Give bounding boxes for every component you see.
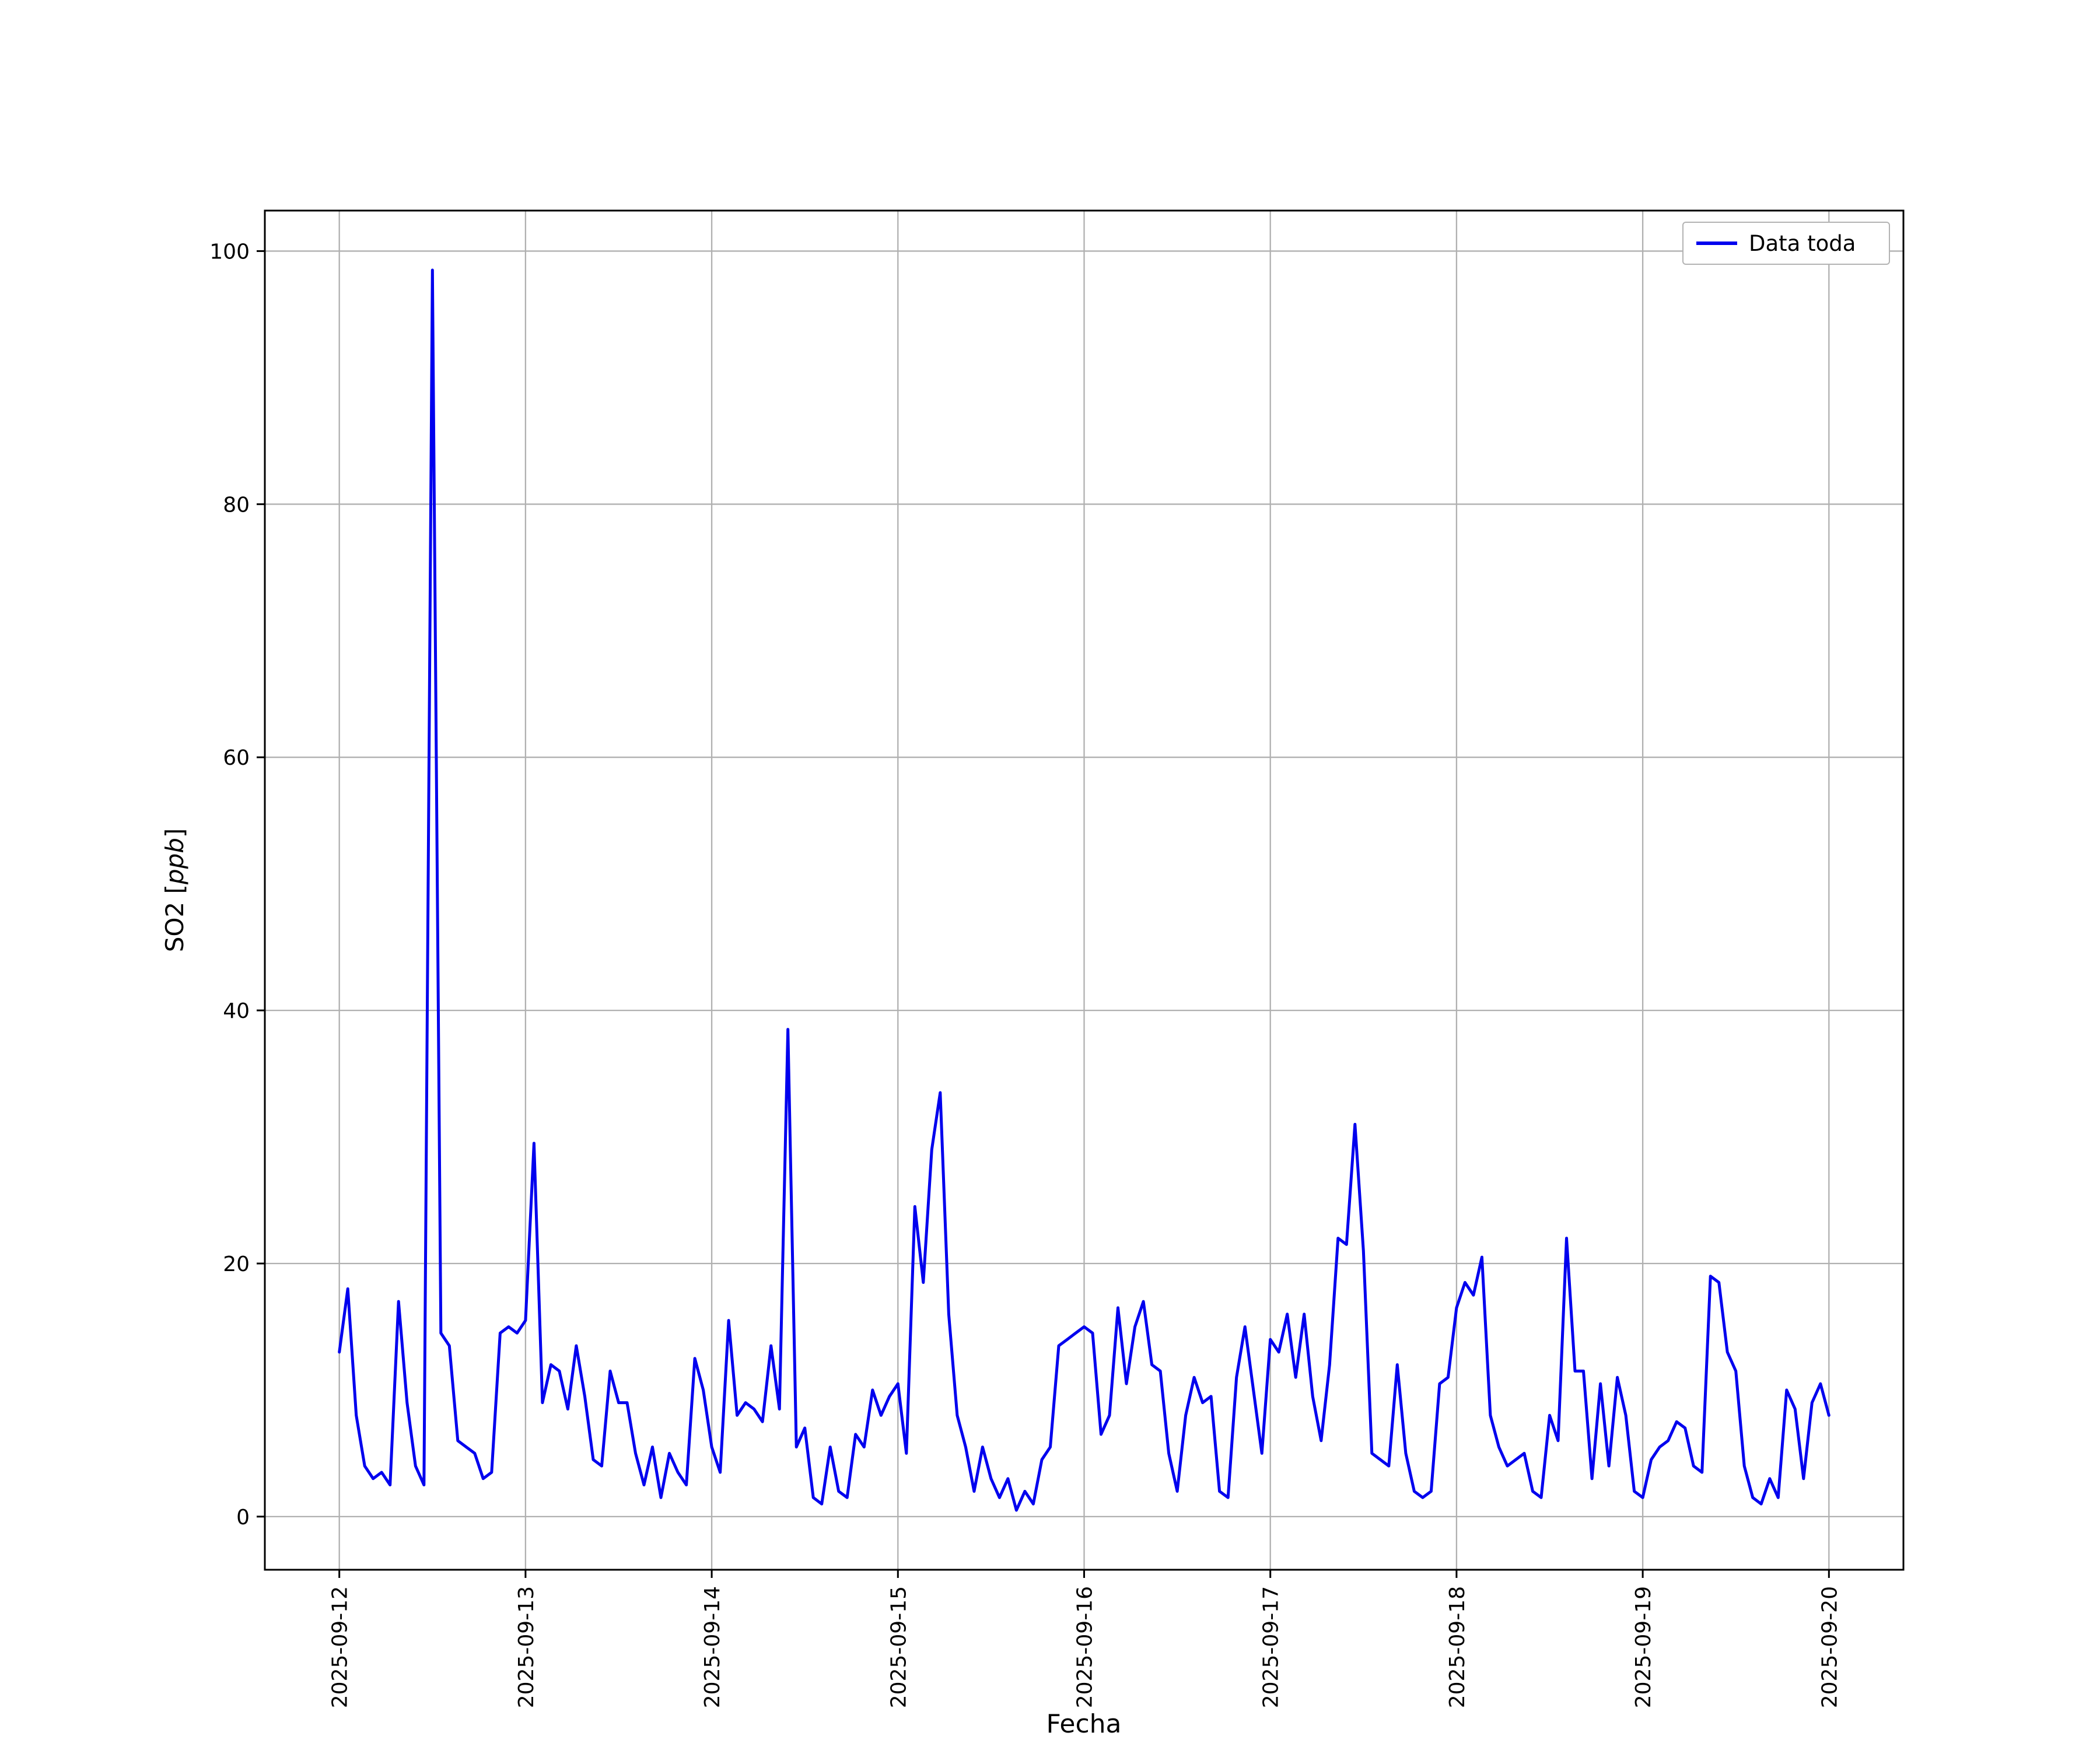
x-axis-label: Fecha (1046, 1709, 1122, 1739)
y-axis-label: SO2 [ppb] (158, 744, 192, 1036)
y-tick-label: 40 (223, 999, 250, 1023)
x-tick-label: 2025-09-12 (328, 1586, 352, 1708)
y-axis-label-suffix: ] (160, 828, 189, 838)
x-tick-label: 2025-09-13 (514, 1586, 538, 1708)
x-tick-label: 2025-09-20 (1818, 1586, 1842, 1708)
y-axis-label-unit: ppb (160, 838, 189, 885)
x-tick-label: 2025-09-16 (1073, 1586, 1097, 1708)
x-tick-label: 2025-09-14 (701, 1586, 724, 1708)
y-tick-label: 20 (223, 1252, 250, 1276)
x-tick-label: 2025-09-18 (1446, 1586, 1469, 1708)
x-tick-label: 2025-09-15 (887, 1586, 911, 1708)
x-tick-label: 2025-09-17 (1259, 1586, 1283, 1708)
data-series-line (338, 268, 1831, 1512)
y-tick-label: 60 (223, 746, 250, 770)
y-tick-label: 100 (209, 240, 250, 264)
legend-line-sample (1696, 242, 1737, 245)
y-axis-label-prefix: SO2 [ (160, 884, 189, 953)
x-tick-label: 2025-09-19 (1632, 1586, 1656, 1708)
legend-label: Data toda (1749, 230, 1856, 256)
y-tick-label: 0 (236, 1506, 250, 1530)
legend: Data toda (1682, 222, 1890, 265)
y-tick-label: 80 (223, 493, 250, 517)
